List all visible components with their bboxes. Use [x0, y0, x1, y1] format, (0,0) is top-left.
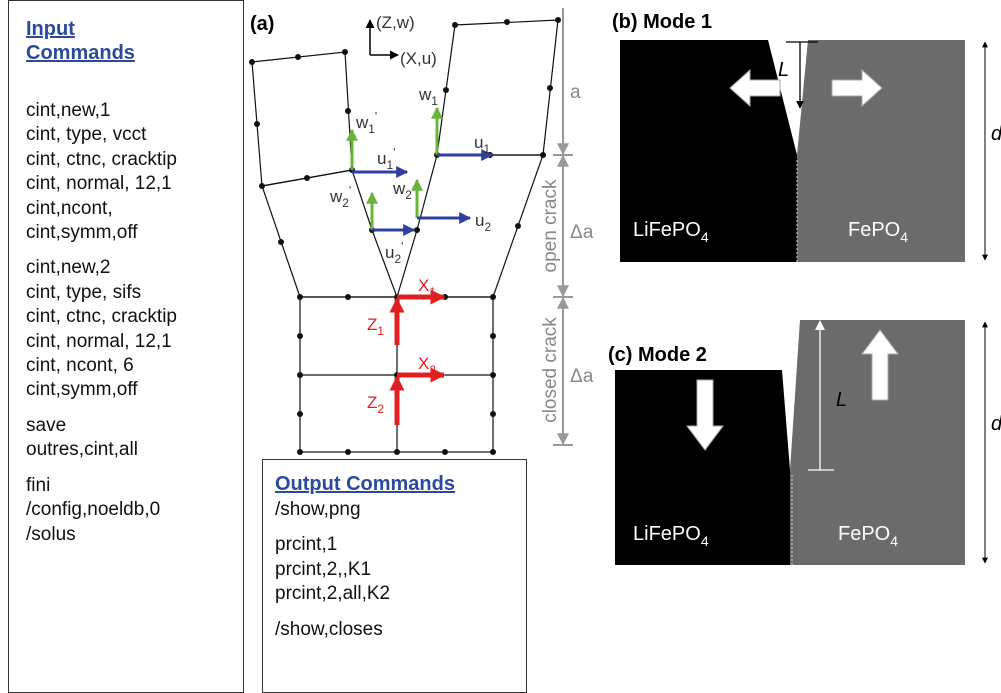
- command-line: prcint,1: [275, 533, 526, 557]
- command-group: fini/config,noeldb,0/solus: [26, 474, 243, 547]
- label-text: FePO: [838, 523, 890, 545]
- label-text: Z: [367, 315, 377, 334]
- axis-label: (X,u): [400, 49, 437, 68]
- superscript: ': [349, 183, 351, 197]
- label-text: LiFePO: [633, 523, 701, 545]
- label-text: LiFePO: [633, 219, 701, 241]
- command-line: cint,symm,off: [26, 221, 243, 245]
- panel-label: (b) Mode 1: [612, 11, 712, 33]
- superscript: ': [401, 239, 403, 253]
- subscript: 1: [386, 158, 393, 172]
- label-text: X: [418, 276, 429, 295]
- vector-label: u1: [474, 133, 490, 156]
- subscript: 2: [342, 196, 349, 210]
- mesh: [252, 20, 558, 452]
- vector-label: u2': [385, 239, 403, 266]
- depth-label: d: [991, 123, 1001, 145]
- subscript: 4: [701, 229, 709, 245]
- vector-label: u1': [377, 145, 395, 172]
- label-text: w: [418, 85, 432, 104]
- label-text: u: [475, 211, 484, 230]
- axis-label: (Z,w): [376, 13, 415, 32]
- panel-label: (a): [250, 13, 274, 35]
- command-line: cint,ncont,: [26, 197, 243, 221]
- command-line: cint,symm,off: [26, 378, 243, 402]
- vector-label: w2': [329, 183, 351, 210]
- command-line: cint, type, sifs: [26, 281, 243, 305]
- vector-label: w2: [392, 179, 412, 202]
- dimension-label: a: [570, 82, 581, 103]
- subscript: 1: [431, 94, 438, 108]
- command-line: cint, type, vcct: [26, 123, 243, 147]
- command-line: save: [26, 414, 243, 438]
- command-line: cint, ncont, 6: [26, 354, 243, 378]
- label-text: FePO: [848, 219, 900, 241]
- superscript: ': [393, 145, 395, 159]
- subscript: 2: [484, 220, 491, 234]
- command-line: fini: [26, 474, 243, 498]
- subscript: 1: [429, 285, 436, 299]
- vector-label: u2: [475, 211, 491, 234]
- command-line: /show,closes: [275, 618, 526, 642]
- command-group: /show,png: [275, 498, 526, 522]
- vector-label: w1': [355, 109, 377, 136]
- vector-label: Z2: [367, 393, 384, 416]
- command-line: cint, ctnc, cracktip: [26, 305, 243, 329]
- panel-label: (c) Mode 2: [608, 344, 707, 366]
- dimension-label: Δa: [570, 222, 594, 243]
- label-text: u: [385, 243, 394, 262]
- panel-title: Input Commands: [26, 17, 166, 65]
- subscript: 1: [368, 122, 375, 136]
- command-group: prcint,1prcint,2,,K1prcint,2,all,K2: [275, 533, 526, 606]
- vector-label: Z1: [367, 315, 384, 338]
- command-line: cint, ctnc, cracktip: [26, 148, 243, 172]
- panel-title: Output Commands: [275, 472, 526, 496]
- label-text: w: [392, 179, 406, 198]
- depth-label: d: [991, 413, 1001, 435]
- label-text: X: [418, 354, 429, 373]
- label-text: w: [355, 113, 369, 132]
- subscript: 2: [377, 402, 384, 416]
- region-label: open crack: [540, 179, 561, 272]
- command-group: /show,closes: [275, 618, 526, 642]
- command-line: cint,new,2: [26, 256, 243, 280]
- command-line: /show,png: [275, 498, 526, 522]
- command-line: prcint,2,,K1: [275, 558, 526, 582]
- command-line: cint, normal, 12,1: [26, 330, 243, 354]
- label-text: Z: [367, 393, 377, 412]
- command-line: /solus: [26, 523, 243, 547]
- subscript: 4: [890, 533, 898, 549]
- page: (a) (Z,w) (X,u) a Δa Δa open crack close…: [0, 0, 1001, 693]
- length-label: L: [836, 389, 847, 411]
- subscript: 1: [483, 142, 490, 156]
- subscript: 1: [377, 324, 384, 338]
- dimension-label: Δa: [570, 366, 594, 387]
- label-text: u: [377, 149, 386, 168]
- subscript: 2: [429, 363, 436, 377]
- command-line: prcint,2,all,K2: [275, 582, 526, 606]
- subscript: 2: [394, 252, 401, 266]
- subscript: 2: [405, 188, 412, 202]
- command-line: /config,noeldb,0: [26, 498, 243, 522]
- label-text: u: [474, 133, 483, 152]
- command-line: outres,cint,all: [26, 438, 243, 462]
- subscript: 4: [701, 533, 709, 549]
- superscript: ': [375, 109, 377, 123]
- command-line: cint,new,1: [26, 99, 243, 123]
- command-line: cint, normal, 12,1: [26, 172, 243, 196]
- label-text: w: [329, 187, 343, 206]
- length-label: L: [778, 59, 789, 81]
- vector-label: w1: [418, 85, 438, 108]
- region-label: closed crack: [540, 317, 561, 423]
- subscript: 4: [900, 229, 908, 245]
